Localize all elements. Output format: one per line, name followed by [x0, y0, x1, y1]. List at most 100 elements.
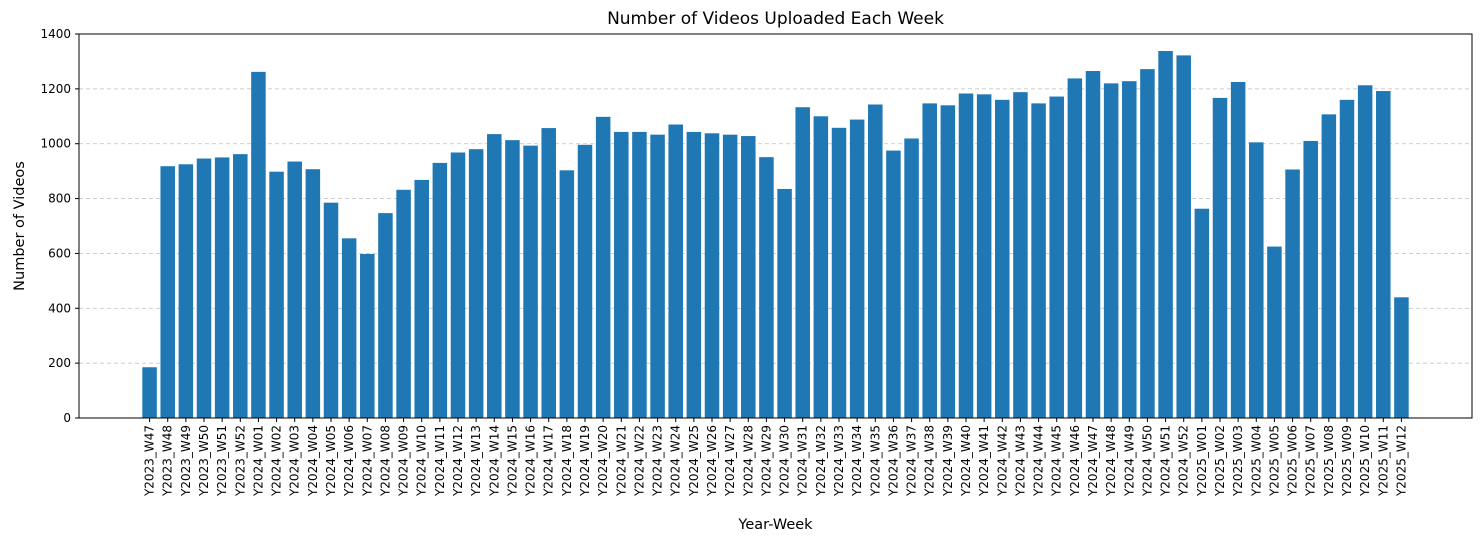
x-tick-label: Y2025_W02 [1213, 425, 1227, 497]
bar [432, 162, 448, 418]
bar [160, 166, 175, 418]
x-tick-label: Y2024_W43 [1013, 425, 1027, 497]
x-tick-label: Y2024_W10 [415, 425, 429, 497]
x-tick-label: Y2024_W15 [505, 425, 519, 497]
x-tick-label: Y2023_W52 [233, 425, 247, 497]
x-tick-label: Y2024_W48 [1104, 425, 1118, 497]
bar [559, 170, 575, 418]
x-tick-label: Y2024_W26 [705, 425, 719, 497]
x-tick-label: Y2024_W52 [1177, 425, 1191, 497]
y-tick-label: 1200 [40, 82, 71, 96]
x-tick-label: Y2024_W27 [723, 425, 737, 497]
bar [396, 189, 411, 418]
x-tick-label: Y2024_W08 [378, 425, 392, 497]
x-tick-label: Y2024_W33 [832, 425, 846, 497]
bar [341, 238, 357, 418]
x-tick-label: Y2024_W11 [433, 425, 447, 497]
x-tick-label: Y2024_W18 [560, 425, 574, 497]
bar [868, 104, 883, 419]
y-tick-label: 400 [48, 301, 71, 315]
bar [614, 131, 629, 419]
x-tick-label: Y2024_W28 [741, 425, 755, 497]
bar [686, 131, 702, 419]
x-tick-label: Y2025_W04 [1249, 425, 1263, 497]
x-tick-label: Y2024_W50 [1140, 425, 1154, 497]
bar [468, 149, 484, 418]
bar [1049, 96, 1064, 418]
x-tick-label: Y2024_W51 [1159, 425, 1173, 497]
x-axis-ticks: Y2023_W47 Y2023_W48 Y2023_W49 Y2023_W50 Y202… [143, 418, 1408, 497]
x-tick-label: Y2024_W35 [868, 425, 882, 497]
x-tick-label: Y2024_W02 [270, 425, 284, 497]
x-tick-label: Y2024_W39 [941, 425, 955, 497]
x-tick-label: Y2024_W03 [288, 425, 302, 497]
bar [269, 171, 284, 418]
x-tick-label: Y2024_W44 [1032, 425, 1046, 497]
x-tick-label: Y2024_W04 [306, 425, 320, 497]
x-tick-label: Y2024_W07 [360, 425, 374, 497]
bar [1212, 97, 1228, 418]
bar [632, 131, 647, 419]
bar [323, 202, 339, 418]
x-tick-label: Y2025_W06 [1286, 425, 1300, 497]
bar [1176, 55, 1191, 418]
x-tick-label: Y2024_W19 [578, 425, 592, 497]
x-tick-label: Y2024_W47 [1086, 425, 1100, 497]
x-tick-label: Y2025_W09 [1340, 425, 1354, 497]
x-tick-label: Y2025_W11 [1376, 425, 1390, 497]
bar [305, 169, 321, 418]
bar [523, 145, 538, 419]
x-tick-label: Y2025_W05 [1267, 425, 1281, 497]
x-tick-label: Y2024_W42 [995, 425, 1009, 497]
bar [251, 71, 266, 418]
x-tick-label: Y2024_W46 [1068, 425, 1082, 497]
bar [995, 99, 1010, 418]
bar [595, 116, 611, 418]
x-tick-label: Y2023_W47 [143, 425, 157, 497]
x-tick-label: Y2025_W01 [1195, 425, 1209, 497]
bar [813, 116, 829, 419]
bar [142, 367, 157, 418]
x-tick-label: Y2025_W03 [1231, 425, 1245, 497]
plot-frame [78, 33, 1473, 419]
bar [904, 138, 919, 418]
bar [1140, 69, 1155, 418]
x-tick-label: Y2024_W17 [542, 425, 556, 497]
x-tick-label: Y2023_W48 [161, 425, 175, 497]
x-tick-label: Y2024_W49 [1122, 425, 1136, 497]
bar [650, 134, 665, 419]
bar [940, 105, 956, 419]
bar [777, 188, 792, 418]
x-tick-label: Y2024_W24 [669, 425, 683, 497]
x-tick-label: Y2024_W14 [487, 425, 501, 497]
bar [450, 152, 466, 418]
x-tick-label: Y2024_W05 [324, 425, 338, 497]
x-tick-label: Y2024_W32 [814, 425, 828, 497]
x-tick-label: Y2024_W38 [923, 425, 937, 497]
bar [378, 213, 393, 418]
x-tick-label: Y2024_W22 [632, 425, 646, 497]
x-tick-label: Y2024_W25 [687, 425, 701, 497]
bar [577, 144, 593, 418]
bar [976, 94, 992, 418]
bar [1103, 83, 1119, 418]
y-tick-label: 1400 [40, 27, 71, 41]
bar [414, 179, 429, 418]
x-tick-label: Y2023_W49 [179, 425, 193, 497]
x-tick-label: Y2024_W41 [977, 425, 991, 497]
bar [1249, 142, 1264, 419]
x-tick-label: Y2025_W08 [1322, 425, 1336, 497]
bar [759, 157, 774, 418]
bar [505, 140, 520, 419]
x-tick-label: Y2025_W07 [1304, 425, 1318, 497]
bar [1285, 169, 1300, 418]
x-tick-label: Y2024_W29 [759, 425, 773, 497]
bar [704, 133, 720, 418]
bar [1357, 85, 1373, 418]
y-axis-ticks: 0 200 400 600 800 1000 1200 1400 [40, 27, 79, 425]
x-tick-label: Y2025_W12 [1394, 425, 1408, 497]
x-tick-label: Y2024_W37 [905, 425, 919, 497]
x-tick-label: Y2024_W36 [886, 425, 900, 497]
x-tick-label: Y2024_W23 [651, 425, 665, 497]
